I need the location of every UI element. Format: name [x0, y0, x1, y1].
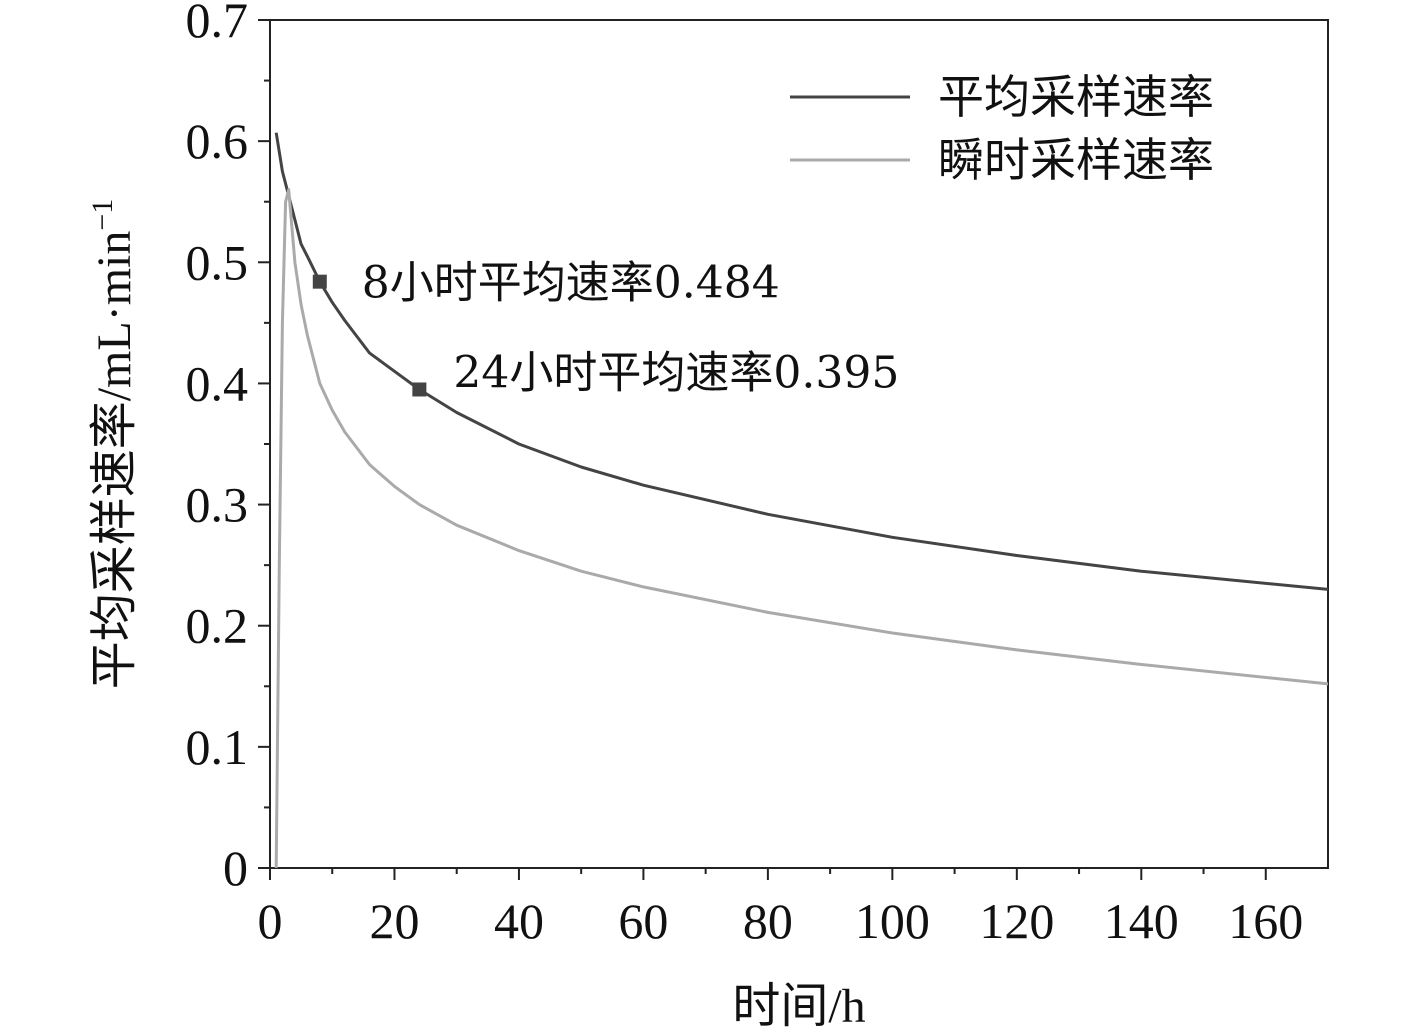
legend-label-average-rate: 平均采样速率 — [938, 70, 1214, 124]
y-axis-title-text: 平均采样速率/mL·min — [88, 231, 141, 690]
x-tick-label: 80 — [743, 893, 793, 949]
x-tick-label: 40 — [494, 893, 544, 949]
annotation-marker — [412, 382, 427, 397]
y-axis-title-superscript: −1 — [86, 199, 119, 231]
axis-ticks: 0 0.1 0.2 0.3 0.4 0.5 0.6 0.7 0 20 40 60 80 100 120 140… — [186, 0, 1304, 949]
y-tick-label: 0 — [223, 840, 248, 896]
annotation-label: 24小时平均速率0.395 — [453, 347, 899, 398]
y-axis-title: 平均采样速率/mL·min−1 — [86, 199, 141, 690]
y-axis-title-group: 平均采样速率/mL·min−1 — [86, 199, 141, 690]
y-tick-label: 0.2 — [186, 598, 249, 654]
legend: 平均采样速率 瞬时采样速率 — [790, 70, 1214, 187]
series-line-instant-rate — [274, 188, 1329, 869]
series-layer — [274, 132, 1329, 869]
x-tick-label: 60 — [618, 893, 668, 949]
x-tick-label: 160 — [1228, 893, 1303, 949]
y-tick-label: 0.1 — [186, 719, 249, 775]
x-axis-title: 时间/h — [732, 980, 865, 1032]
y-tick-label: 0.7 — [186, 0, 249, 48]
series-line-average-rate — [274, 132, 1329, 591]
y-tick-label: 0.4 — [186, 355, 249, 411]
annotation-marker — [312, 274, 327, 289]
x-tick-label: 20 — [369, 893, 419, 949]
x-tick-label: 140 — [1104, 893, 1179, 949]
annotation-label: 8小时平均速率0.484 — [362, 258, 780, 309]
y-tick-label: 0.5 — [186, 234, 249, 290]
x-tick-label: 120 — [979, 893, 1054, 949]
x-tick-label: 100 — [855, 893, 930, 949]
annotation-layer: 8小时平均速率0.484 24小时平均速率0.395 — [312, 258, 899, 398]
legend-label-instant-rate: 瞬时采样速率 — [938, 133, 1214, 187]
y-tick-label: 0.6 — [186, 113, 249, 169]
x-tick-label: 0 — [258, 893, 283, 949]
y-tick-label: 0.3 — [186, 477, 249, 533]
